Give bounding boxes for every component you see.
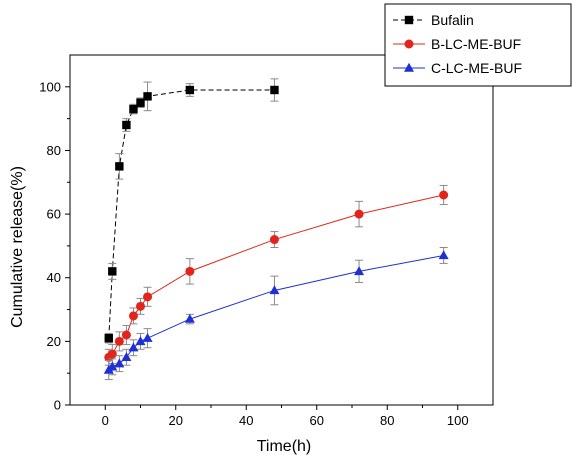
data-point: [439, 190, 449, 200]
y-tick-label: 100: [39, 79, 61, 94]
data-point: [136, 98, 145, 107]
y-tick-label: 0: [54, 398, 61, 413]
legend-item: C-LC-ME-BUF: [393, 60, 522, 76]
data-point: [270, 85, 279, 95]
y-axis: 0 20 40 60 80 100: [39, 79, 70, 413]
data-point: [438, 250, 449, 260]
legend-item: Bufalin: [393, 12, 474, 28]
series-bufalin: [104, 78, 279, 344]
data-point: [128, 342, 139, 352]
legend-marker: [404, 39, 414, 49]
y-tick-label: 40: [47, 270, 61, 285]
data-point: [185, 85, 195, 95]
data-point: [122, 120, 131, 130]
data-point: [121, 330, 131, 340]
data-point: [108, 267, 117, 276]
y-tick-label: 60: [47, 207, 61, 222]
y-tick-label: 20: [47, 334, 61, 349]
data-point: [114, 358, 125, 368]
x-tick-label: 20: [169, 413, 183, 428]
x-tick-label: 60: [310, 413, 324, 428]
data-point: [107, 361, 118, 371]
data-point: [184, 313, 195, 323]
data-point: [129, 104, 138, 114]
data-point: [104, 333, 113, 343]
legend-label: Bufalin: [431, 12, 474, 28]
x-tick-label: 0: [102, 413, 109, 428]
data-point: [185, 266, 195, 276]
series-layer: [103, 78, 449, 381]
data-point: [114, 336, 124, 346]
data-point: [136, 301, 145, 311]
data-point: [135, 336, 146, 346]
legend-box: [384, 3, 572, 87]
data-point: [115, 162, 124, 171]
legend-item: B-LC-ME-BUF: [393, 36, 521, 52]
data-point: [121, 352, 132, 361]
legend-marker: [404, 62, 414, 72]
series-c-lc-me-buf: [103, 247, 449, 381]
data-point: [128, 311, 138, 321]
data-point: [143, 292, 153, 302]
x-tick-label: 100: [447, 413, 469, 428]
x-axis-title: Time(h): [257, 438, 312, 455]
series-b-lc-me-buf: [104, 184, 449, 366]
x-tick-label: 80: [380, 413, 394, 428]
y-axis-title: Cumulative release(%): [9, 166, 26, 328]
data-point: [142, 332, 153, 342]
data-point: [269, 285, 280, 295]
legend-label: B-LC-ME-BUF: [431, 36, 521, 52]
legend-label: C-LC-ME-BUF: [431, 60, 522, 76]
data-point: [354, 266, 365, 276]
series-line: [108, 89, 275, 339]
data-point: [354, 209, 364, 219]
legend: Bufalin B-LC-ME-BUF C-LC-ME-BUF: [384, 3, 572, 87]
data-point: [269, 235, 279, 245]
x-tick-label: 40: [239, 413, 253, 428]
data-point: [143, 92, 152, 101]
data-point: [107, 349, 117, 359]
x-axis: 0 20 40 60 80 100: [102, 405, 469, 428]
legend-marker: [404, 15, 414, 25]
y-tick-label: 80: [47, 143, 61, 158]
series-line: [108, 254, 444, 371]
